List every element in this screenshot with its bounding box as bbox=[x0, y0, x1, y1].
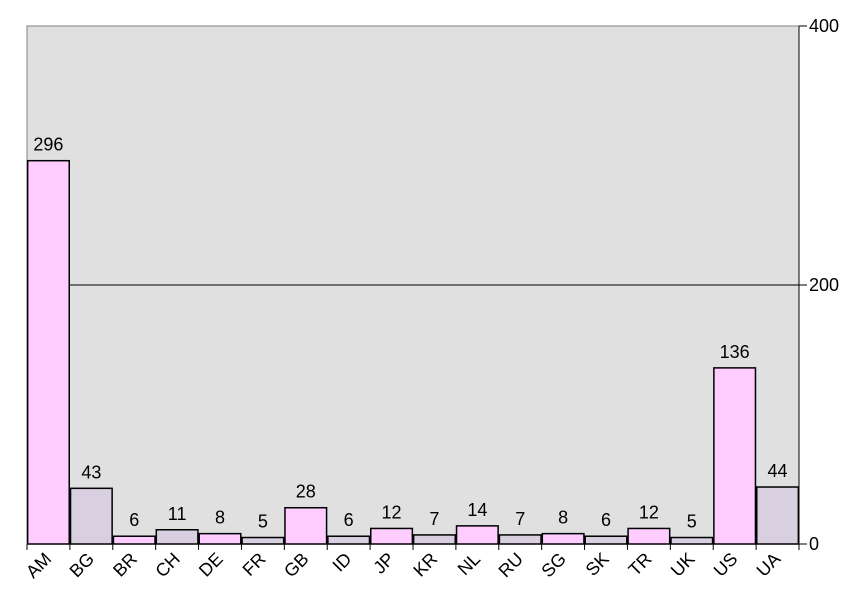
data-label-am: 296 bbox=[33, 135, 63, 155]
data-label-jp: 12 bbox=[382, 502, 402, 522]
data-label-kr: 7 bbox=[429, 509, 439, 529]
bar-sk bbox=[584, 535, 628, 545]
bar-sg bbox=[541, 532, 585, 545]
x-tick-label-id: ID bbox=[329, 549, 356, 576]
x-tick-label-uk: UK bbox=[667, 549, 699, 581]
data-labels: 296 43 6 11 8 5 28 6 12 7 14 7 8 6 12 5 136 44 bbox=[33, 135, 787, 532]
bar-de bbox=[198, 532, 242, 545]
x-tick-label-de: DE bbox=[195, 549, 227, 581]
bar-tr bbox=[627, 527, 671, 545]
data-label-sg: 8 bbox=[558, 508, 568, 528]
data-label-br: 6 bbox=[129, 510, 139, 530]
data-label-id: 6 bbox=[344, 510, 354, 530]
y-tick-label: 200 bbox=[809, 275, 839, 295]
x-tick-label-bg: BG bbox=[66, 549, 99, 582]
data-label-ru: 7 bbox=[515, 509, 525, 529]
bar-ua bbox=[756, 486, 800, 545]
data-label-ua: 44 bbox=[768, 461, 788, 481]
x-tick-label-tr: TR bbox=[625, 549, 656, 580]
bar-uk bbox=[670, 536, 714, 545]
bar-id bbox=[327, 535, 371, 545]
data-label-nl: 14 bbox=[467, 500, 487, 520]
data-label-tr: 12 bbox=[639, 502, 659, 522]
x-tick-label-ch: CH bbox=[151, 549, 184, 582]
x-tick-label-fr: FR bbox=[239, 549, 270, 580]
x-tick-label-sk: SK bbox=[582, 549, 613, 580]
bar-gb bbox=[284, 506, 328, 545]
x-tick-label-nl: NL bbox=[454, 549, 484, 579]
x-tick-label-ua: UA bbox=[753, 549, 785, 581]
bar-jp bbox=[370, 527, 414, 545]
bar-us bbox=[713, 367, 757, 545]
x-tick-label-gb: GB bbox=[280, 549, 313, 582]
x-tick-label-sg: SG bbox=[537, 549, 570, 582]
bar-am bbox=[26, 159, 70, 545]
y-tick-label: 0 bbox=[809, 534, 819, 554]
bar-br bbox=[112, 535, 156, 545]
bar-bg bbox=[69, 487, 113, 545]
bar-fr bbox=[241, 536, 285, 545]
bar-kr bbox=[412, 534, 456, 545]
data-label-fr: 5 bbox=[258, 512, 268, 532]
data-label-sk: 6 bbox=[601, 510, 611, 530]
data-label-gb: 28 bbox=[296, 482, 316, 502]
x-tick-label-am: AM bbox=[22, 549, 55, 582]
bar-ru bbox=[498, 534, 542, 545]
data-label-us: 136 bbox=[720, 342, 750, 362]
y-tick-label: 400 bbox=[809, 16, 839, 36]
data-label-bg: 43 bbox=[81, 462, 101, 482]
x-tick-label-br: BR bbox=[109, 549, 141, 581]
x-tick-label-kr: KR bbox=[409, 549, 441, 581]
bars bbox=[26, 159, 800, 545]
data-label-ch: 11 bbox=[168, 504, 187, 524]
bar-nl bbox=[455, 525, 499, 545]
x-tick-label-ru: RU bbox=[495, 549, 528, 582]
x-tick-label-us: US bbox=[710, 549, 742, 581]
x-tick-label-jp: JP bbox=[369, 549, 398, 578]
data-label-de: 8 bbox=[215, 508, 225, 528]
data-label-uk: 5 bbox=[687, 512, 697, 532]
bar-ch bbox=[155, 529, 199, 545]
